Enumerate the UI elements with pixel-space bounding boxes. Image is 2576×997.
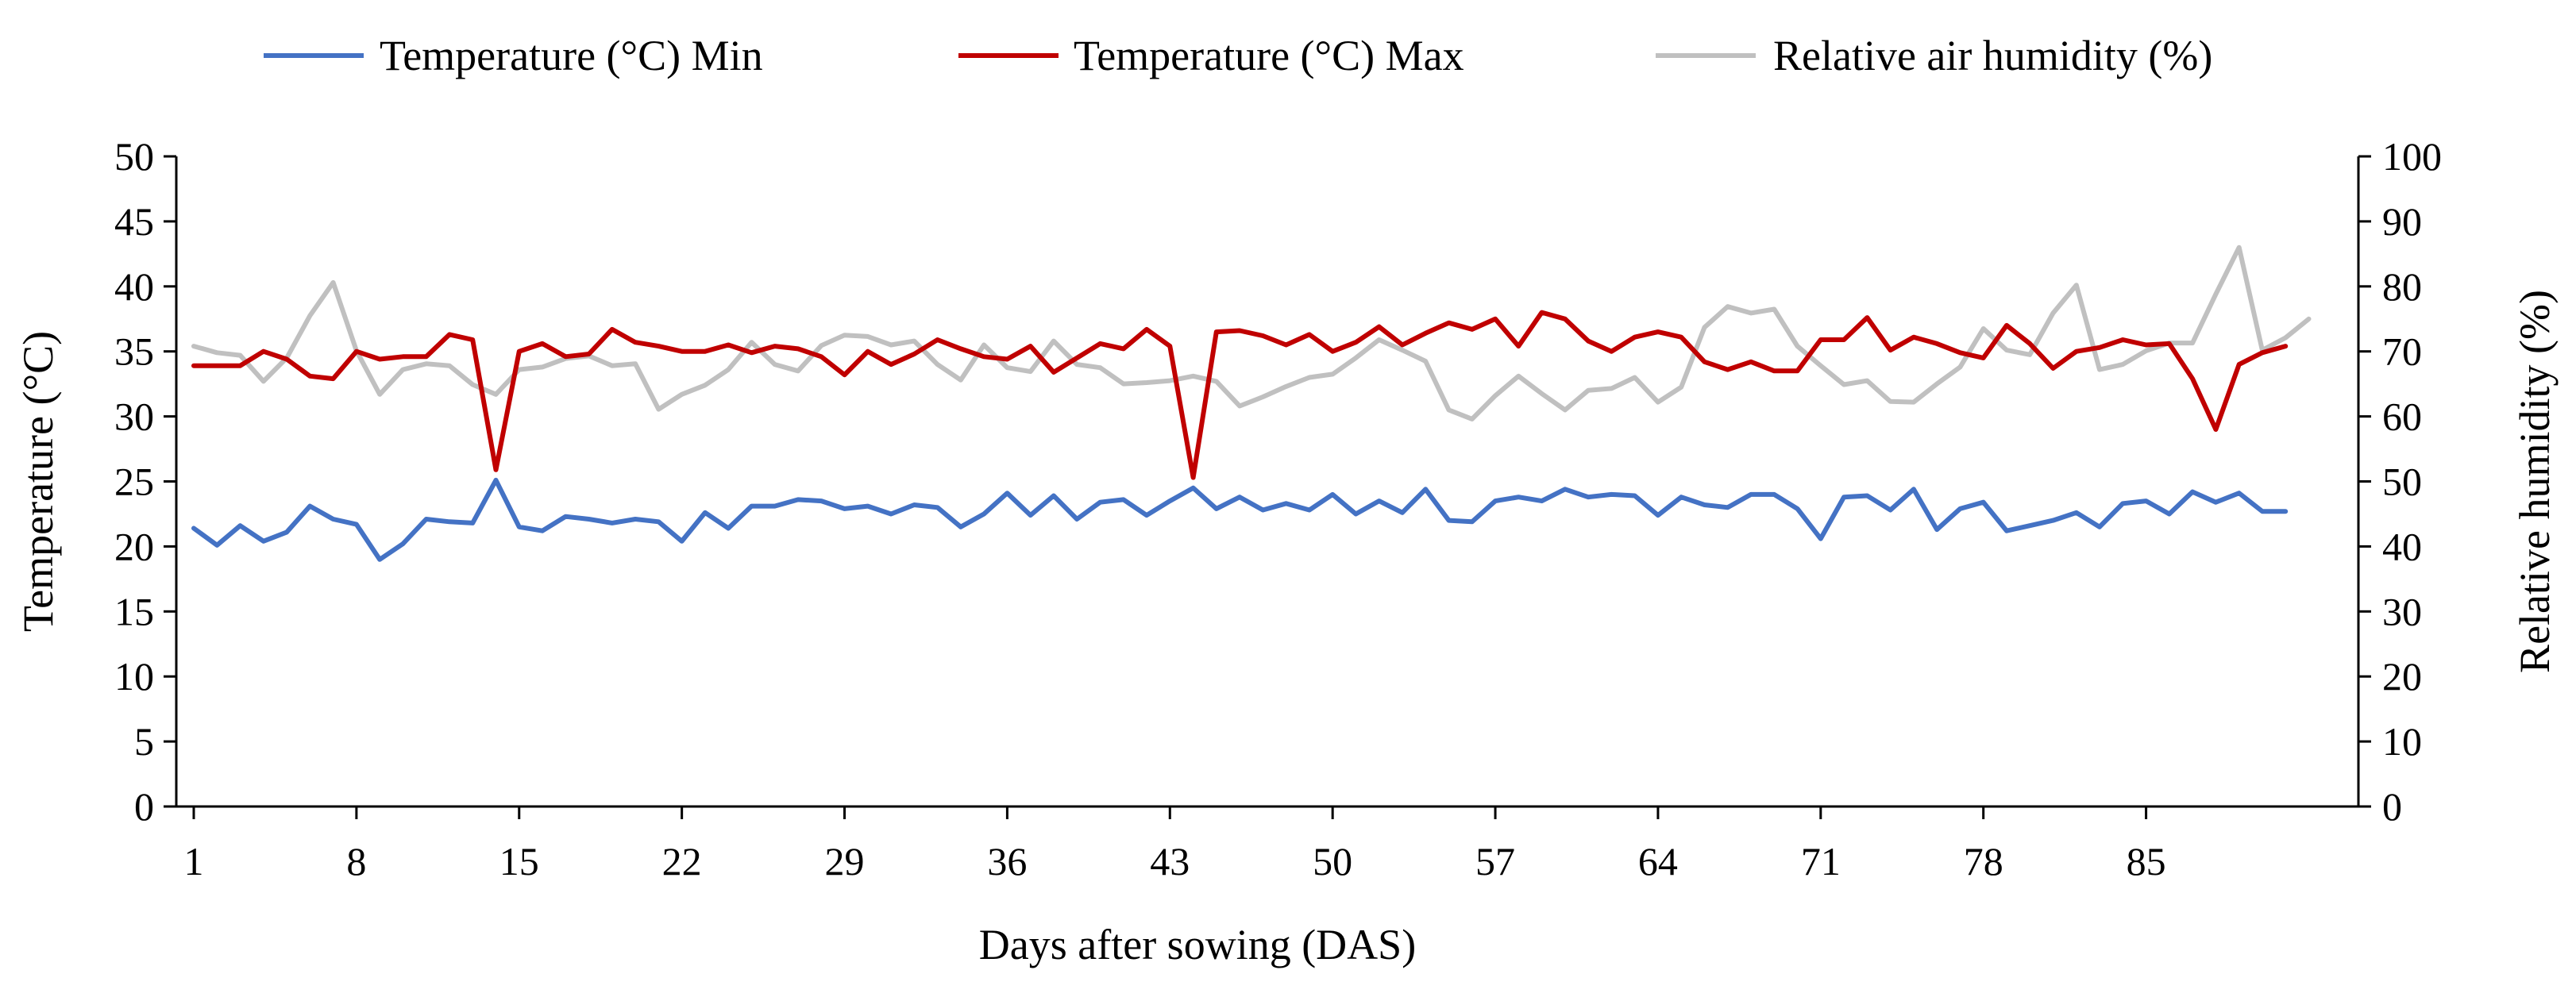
y2-tick-label: 90: [2382, 199, 2422, 244]
axes: [175, 156, 2360, 808]
x-tick-label: 1: [184, 839, 204, 883]
y2-tick-label: 60: [2382, 395, 2422, 439]
y-tick-label: 35: [114, 329, 154, 374]
legend-label: Relative air humidity (%): [1773, 32, 2212, 79]
x-tick-label: 43: [1150, 839, 1190, 883]
series-line-temperature-c-min: [191, 477, 2289, 562]
y-tick-label: 25: [114, 460, 154, 504]
x-tick-label: 8: [346, 839, 366, 883]
x-tick-label: 22: [662, 839, 702, 883]
y-axis-title: Temperature (°C): [14, 331, 62, 632]
y-tick-label: 15: [114, 589, 154, 633]
x-tick-label: 71: [1801, 839, 1841, 883]
y-tick-label: 20: [114, 524, 154, 568]
legend-label: Temperature (°C) Min: [380, 32, 763, 79]
y2-tick-label: 40: [2382, 524, 2422, 568]
y-tick-label: 0: [134, 784, 154, 829]
y2-tick-label: 0: [2382, 784, 2402, 829]
y-tick-label: 50: [114, 134, 154, 179]
series-lines: [191, 244, 2312, 562]
legend: Temperature (°C) Min Temperature (°C) Max…: [264, 32, 2212, 79]
y2-tick-label: 80: [2382, 264, 2422, 309]
y2-tick-label: 70: [2382, 329, 2422, 374]
y2-tick-label: 10: [2382, 719, 2422, 764]
x-tick-label: 64: [1638, 839, 1678, 883]
y2-tick-label: 30: [2382, 589, 2422, 633]
y-tick-label: 5: [134, 719, 154, 764]
y-tick-label: 10: [114, 654, 154, 699]
y2-tick-label: 50: [2382, 460, 2422, 504]
series-line-temperature-c-max: [191, 310, 2289, 480]
y2-axis-title: Relative humidity (%): [2511, 290, 2559, 673]
x-tick-label: 57: [1475, 839, 1515, 883]
y-tick-label: 40: [114, 264, 154, 309]
x-tick-label: 78: [1964, 839, 2003, 883]
x-tick-label: 29: [825, 839, 865, 883]
y2-tick-label: 100: [2382, 134, 2442, 179]
series-line-relative-air-humidity-: [191, 244, 2312, 422]
y-tick-label: 30: [114, 395, 154, 439]
y-tick-label: 45: [114, 199, 154, 244]
x-tick-label: 50: [1313, 839, 1352, 883]
x-axis-title: Days after sowing (DAS): [979, 921, 1416, 968]
ticks: 0 5 10 15 20 25 30 35 40 45 50 0 10 20 30 40 50 60 70 80 90 1…: [114, 134, 2442, 883]
x-tick-label: 85: [2127, 839, 2166, 883]
x-tick-label: 36: [987, 839, 1027, 883]
legend-label: Temperature (°C) Max: [1074, 32, 1464, 79]
y2-tick-label: 20: [2382, 654, 2422, 699]
x-tick-label: 15: [499, 839, 539, 883]
